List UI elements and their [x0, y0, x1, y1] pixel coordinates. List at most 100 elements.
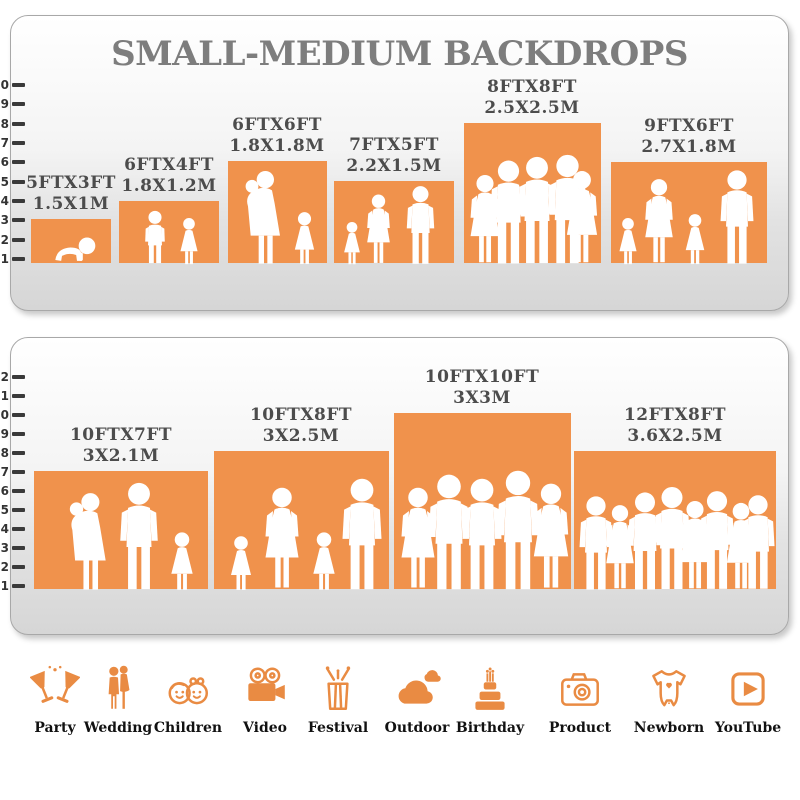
category-wedding: Wedding: [80, 664, 156, 736]
size-meters: 3X3M: [453, 388, 511, 408]
ruler-number: 1: [0, 252, 9, 266]
ruler-number: 10: [0, 78, 9, 92]
backdrop-bar-8ftx8ft: [464, 123, 601, 264]
baby-onesie-icon: [652, 670, 686, 707]
ruler-dash: [12, 199, 25, 203]
bar-label: 10FTX10FT 3X3M: [425, 367, 539, 409]
silhouette-family-with-baby: [69, 482, 193, 590]
party-glasses-icon: [30, 665, 80, 703]
ruler-tick-7: 7: [0, 465, 25, 479]
ruler-dash: [12, 375, 25, 379]
category-label: Product: [548, 720, 612, 736]
size-meters: 1.5X1M: [32, 194, 110, 214]
ruler-number: 3: [0, 541, 9, 555]
ruler-number: 4: [0, 522, 9, 536]
bar-label: 6FTX6FT 1.8X1.8M: [229, 115, 324, 157]
clouds-icon: [398, 670, 441, 704]
ruler-tick-9: 9: [0, 427, 25, 441]
ruler-number: 4: [0, 194, 9, 208]
ruler-tick-8: 8: [0, 446, 25, 460]
ruler-tick-4: 4: [0, 522, 25, 536]
wedding-couple-icon: [108, 665, 130, 709]
size-feet: 10FTX10FT: [424, 367, 540, 387]
category-label: Outdoor: [384, 720, 450, 736]
ruler-tick-5: 5: [0, 504, 25, 516]
ruler-dash: [12, 102, 25, 106]
category-label: Festival: [307, 720, 369, 736]
backdrop-bar-6ftx4ft: [119, 201, 219, 265]
size-feet: 10FTX7FT: [69, 425, 173, 445]
category-label: Video: [243, 720, 287, 736]
category-video: Video: [227, 664, 303, 736]
ruler-dash: [12, 508, 25, 512]
size-meters: 1.8X1.2M: [121, 176, 217, 196]
silhouette-crowd: [579, 487, 775, 590]
size-meters: 2.2X1.5M: [346, 156, 442, 176]
children-faces-icon: [168, 677, 209, 705]
ruler-number: 9: [0, 427, 9, 441]
ruler-dash: [12, 218, 25, 222]
ruler-number: 9: [0, 97, 9, 111]
backdrop-bar-9ftx6ft: [611, 162, 767, 265]
birthday-cake-icon: [475, 667, 505, 710]
backdrop-bar-7ftx5ft: [334, 181, 454, 265]
category-newborn: Newborn: [631, 664, 707, 736]
category-outdoor: Outdoor: [379, 664, 455, 736]
play-button-icon: [731, 672, 765, 706]
ruler-tick-12: 12: [0, 370, 25, 384]
ruler-tick-6: 6: [0, 155, 25, 169]
ruler-number: 8: [0, 446, 9, 460]
size-feet: 9FTX6FT: [644, 116, 734, 136]
ruler-dash: [12, 83, 25, 87]
silhouette-group-of-adults: [470, 154, 598, 264]
ruler-dash: [12, 122, 25, 126]
gift-box-icon: [325, 666, 351, 711]
category-product: Product: [542, 664, 618, 736]
ruler-tick-8: 8: [0, 118, 25, 130]
ruler-tick-2: 2: [0, 234, 25, 246]
ruler-dash: [12, 257, 25, 261]
ruler-number: 6: [0, 155, 9, 169]
backdrop-bar-5ftx3ft: [31, 219, 111, 263]
ruler-dash: [12, 527, 25, 531]
ruler-dash: [12, 180, 25, 184]
ruler-number: 12: [0, 370, 9, 384]
size-meters: 2.7X1.8M: [641, 137, 737, 157]
ruler-dash: [12, 394, 25, 398]
size-feet: 5FTX3FT: [26, 173, 116, 193]
ruler-dash: [12, 565, 25, 569]
backdrop-bar-10ftx8ft: [214, 451, 389, 590]
bar-label: 6FTX4FT 1.8X1.2M: [121, 155, 216, 197]
silhouette-family-holding-hands: [231, 478, 382, 590]
size-meters: 2.5X2.5M: [484, 98, 580, 118]
bar-label: 9FTX6FT 2.7X1.8M: [641, 116, 736, 158]
silhouette-two-children: [145, 210, 198, 265]
backdrop-bar-10ftx7ft: [34, 471, 208, 590]
ruler-tick-6: 6: [0, 485, 25, 497]
ruler-tick-3: 3: [0, 214, 25, 226]
backdrop-bar-10ftx10ft: [394, 413, 571, 590]
size-meters: 3X2.5M: [262, 426, 340, 446]
bar-label: 10FTX7FT 3X2.1M: [70, 425, 172, 467]
ruler-dash: [12, 470, 25, 474]
backdrop-bar-6ftx6ft: [228, 161, 327, 265]
size-meters: 1.8X1.8M: [229, 136, 325, 156]
ruler-tick-7: 7: [0, 137, 25, 149]
category-children: Children: [150, 664, 226, 736]
size-feet: 7FTX5FT: [349, 135, 439, 155]
size-feet: 10FTX8FT: [249, 405, 353, 425]
size-feet: 6FTX4FT: [124, 155, 214, 175]
ruler-number: 2: [0, 560, 9, 574]
ruler-number: 10: [0, 408, 9, 422]
ruler-tick-9: 9: [0, 97, 25, 111]
ruler-number: 7: [0, 465, 9, 479]
category-festival: Festival: [300, 664, 376, 736]
silhouette-family-of-three: [344, 186, 435, 265]
video-camera-icon: [248, 667, 285, 701]
ruler-number: 1: [0, 579, 9, 593]
bar-label: 5FTX3FT 1.5X1M: [26, 173, 116, 215]
ruler-tick-3: 3: [0, 541, 25, 555]
category-label: Children: [153, 720, 223, 736]
ruler-tick-1: 1: [0, 252, 25, 266]
size-feet: 6FTX6FT: [232, 115, 322, 135]
